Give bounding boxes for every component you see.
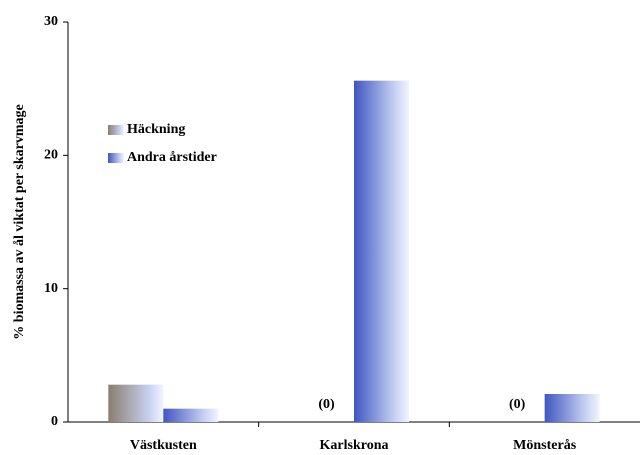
bar	[354, 81, 409, 422]
chart: % biomassa av ål viktat per skarvmage 0 1…	[0, 0, 641, 455]
x-tick-label: Karlskrona	[320, 438, 389, 453]
legend-swatch	[108, 153, 124, 163]
y-tick-label: 10	[44, 281, 58, 296]
bar	[108, 385, 163, 422]
x-tick-label: Mönsterås	[513, 438, 577, 453]
legend-label: Häckning	[127, 122, 185, 137]
value-label: (0)	[318, 397, 335, 412]
x-tick-label: Västkusten	[130, 438, 197, 453]
bar	[163, 409, 218, 422]
legend-label: Andra årstider	[127, 150, 217, 165]
value-label: (0)	[509, 397, 526, 412]
bar	[545, 394, 600, 422]
legend-swatch	[108, 125, 124, 135]
y-tick-label: 20	[44, 148, 58, 163]
y-tick-label: 30	[44, 14, 58, 29]
y-axis-label: % biomassa av ål viktat per skarvmage	[12, 104, 27, 339]
y-tick-label: 0	[51, 414, 58, 429]
